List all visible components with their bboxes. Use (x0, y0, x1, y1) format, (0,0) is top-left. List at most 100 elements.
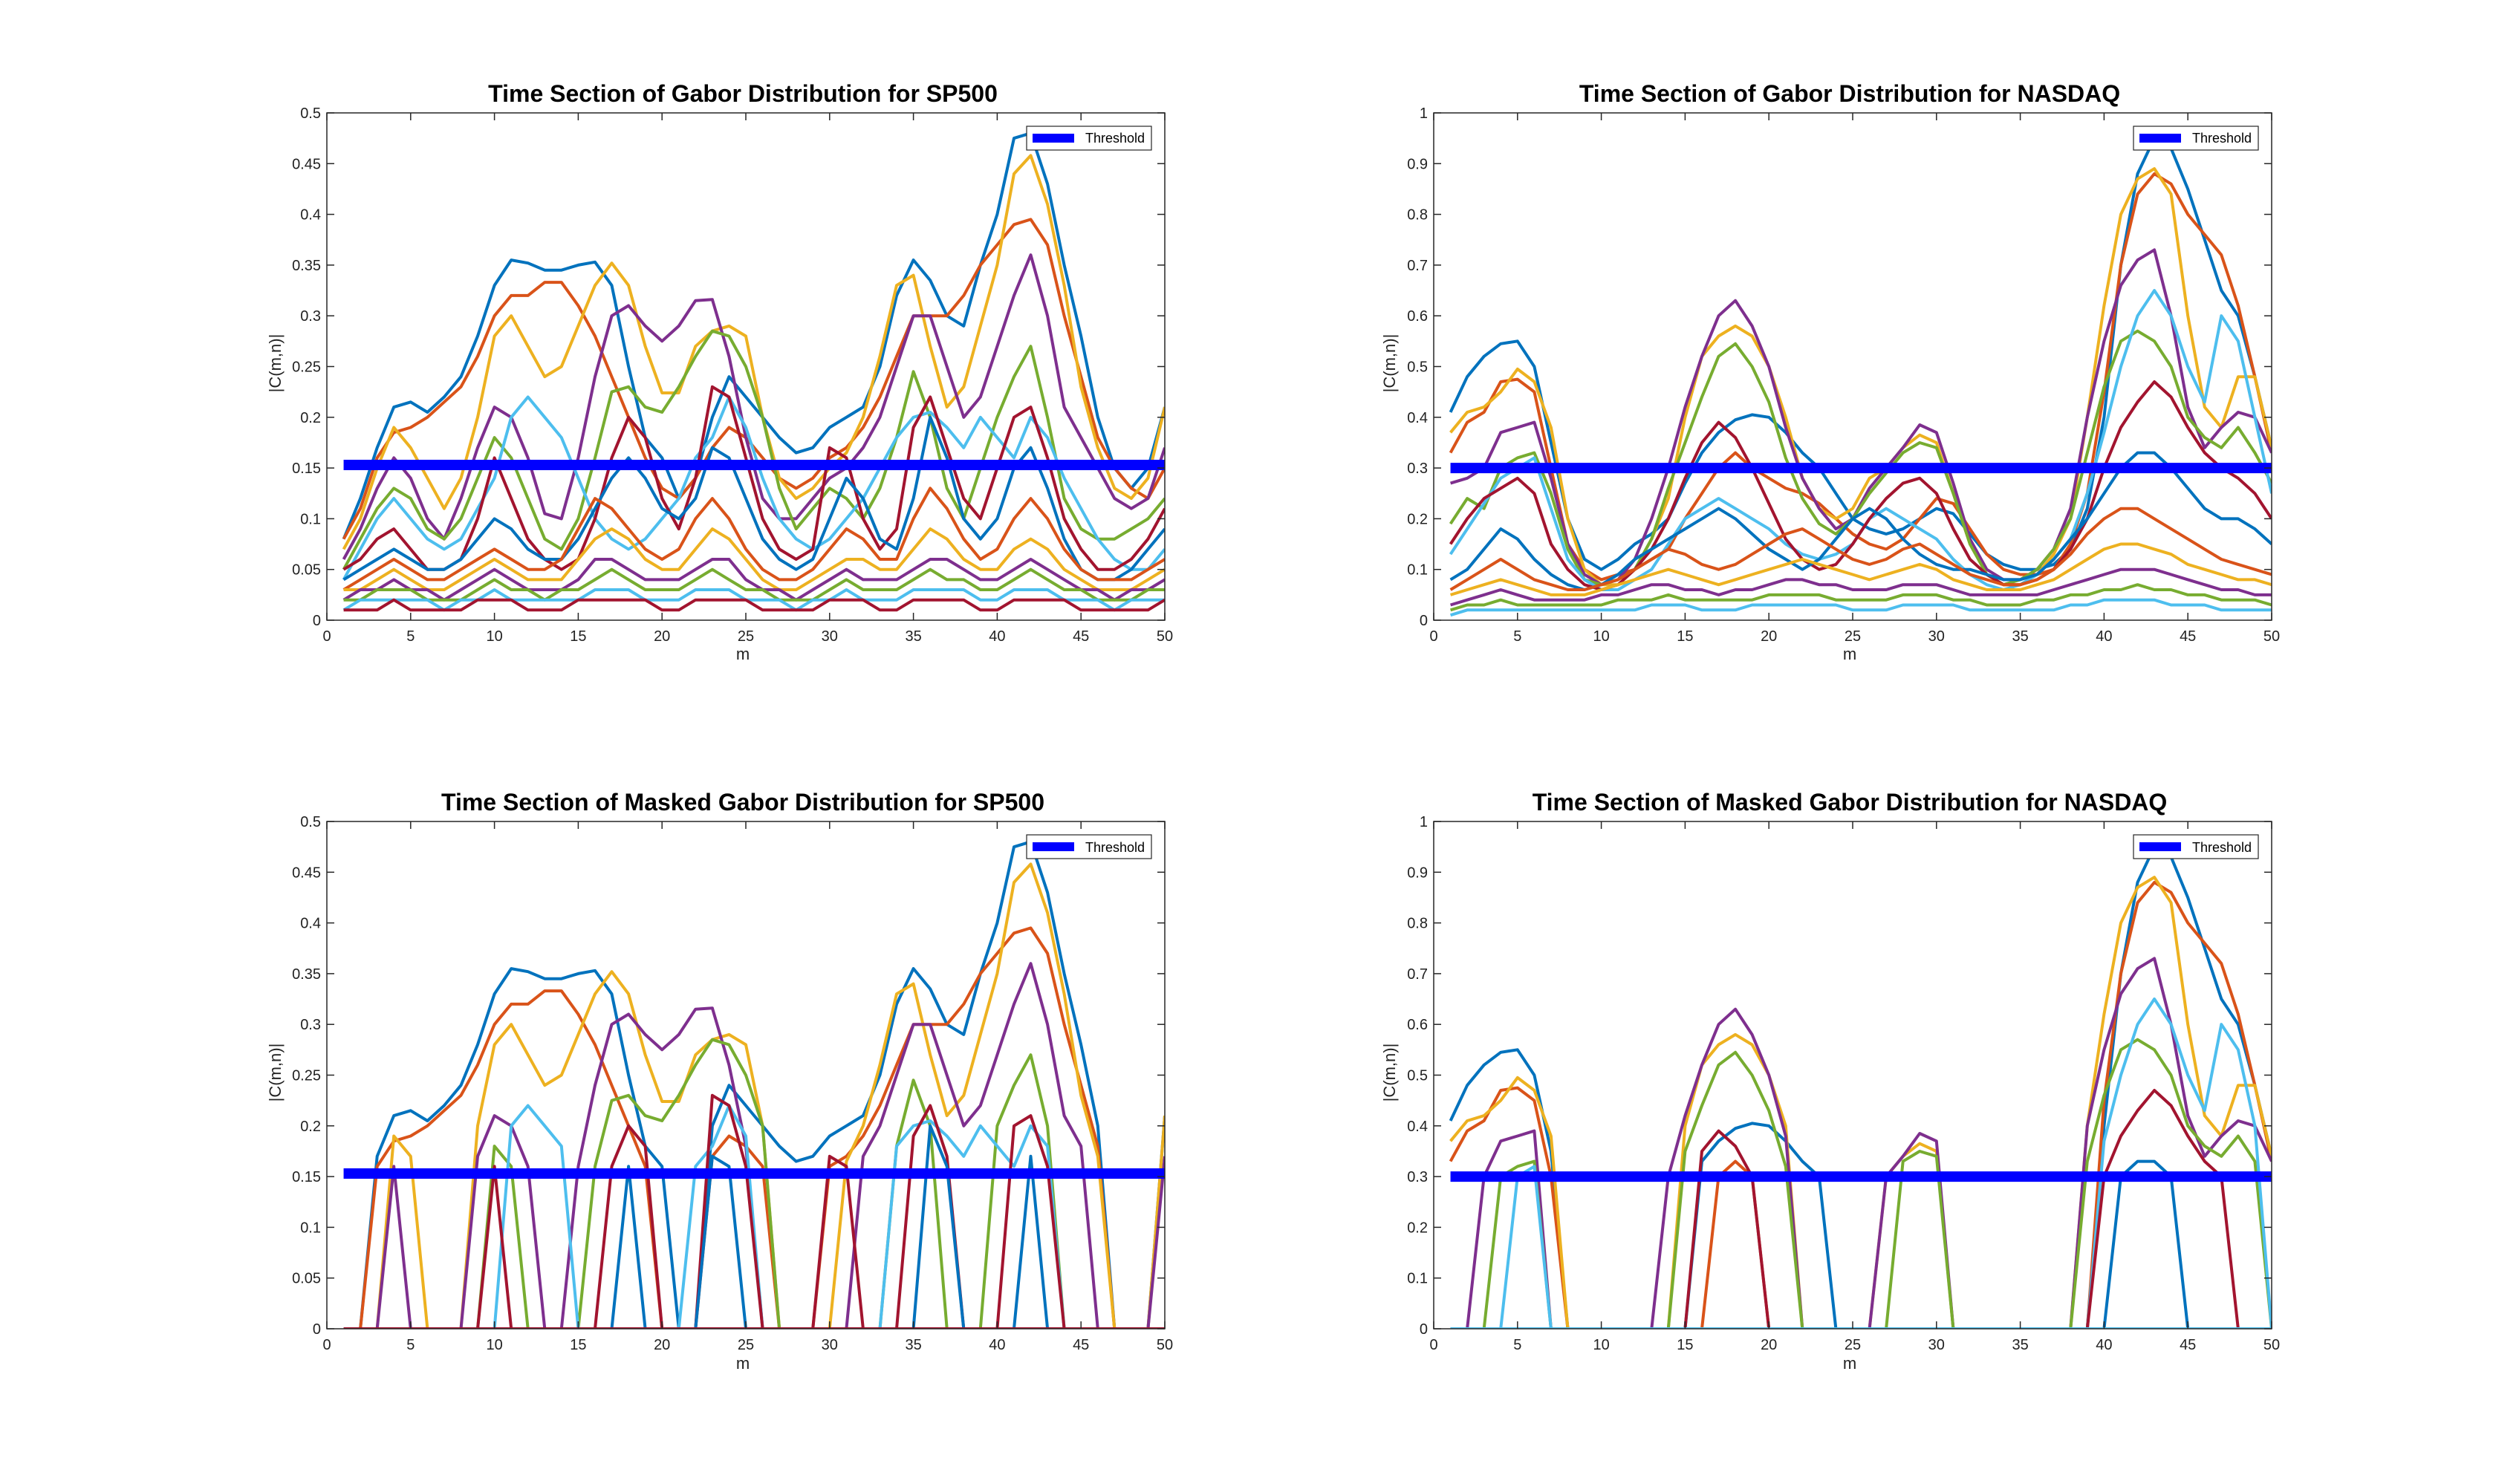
y-tick-label: 0.4 (1407, 1119, 1428, 1135)
y-tick-label: 0.4 (1407, 410, 1428, 426)
series-line (1449, 845, 2272, 1329)
chart-title: Time Section of Masked Gabor Distributio… (1533, 789, 2168, 816)
x-tick-label: 15 (1677, 628, 1693, 645)
x-tick-label: 50 (2263, 1337, 2280, 1353)
series-line (343, 862, 1165, 1329)
y-axis-label: |C(m,n)| (1380, 334, 1399, 393)
series-line (1450, 598, 2272, 617)
x-tick-label: 50 (1157, 1337, 1173, 1353)
series-line (342, 329, 1165, 570)
y-tick-label: 0.3 (300, 1017, 321, 1033)
x-tick-label: 10 (1593, 1337, 1609, 1353)
x-tick-label: 10 (486, 628, 502, 645)
x-tick-label: 25 (738, 628, 754, 645)
x-tick-label: 35 (905, 1337, 921, 1353)
y-tick-label: 0.4 (300, 916, 321, 932)
x-tick-label: 40 (989, 628, 1005, 645)
y-tick-label: 0.1 (1407, 1271, 1428, 1287)
series-line (343, 598, 1165, 612)
subplot-sp500: Time Section of Gabor Distribution for S… (266, 80, 1173, 663)
y-tick-label: 0.9 (1407, 156, 1428, 172)
subplot-nasdaq: Time Section of Gabor Distribution for N… (1380, 80, 2280, 663)
x-tick-label: 25 (1845, 1337, 1861, 1353)
y-tick-label: 0.8 (1407, 207, 1428, 224)
x-tick-label: 35 (905, 628, 921, 645)
x-tick-label: 50 (1157, 628, 1173, 645)
series-line (1450, 957, 2272, 1329)
x-tick-label: 25 (738, 1337, 754, 1353)
y-tick-label: 0.1 (300, 511, 321, 527)
x-tick-label: 15 (570, 1337, 586, 1353)
x-axis-label: m (1843, 1354, 1856, 1373)
x-tick-label: 25 (1845, 628, 1861, 645)
y-tick-label: 0.05 (292, 562, 321, 579)
y-tick-label: 0.25 (292, 1068, 321, 1084)
y-tick-label: 0.2 (300, 1119, 321, 1135)
series-line (342, 154, 1165, 550)
y-tick-label: 0.2 (300, 410, 321, 426)
y-tick-label: 0 (313, 1321, 321, 1338)
y-tick-label: 0.7 (1407, 258, 1428, 274)
series-line (1450, 998, 2272, 1329)
y-tick-label: 0.5 (300, 105, 321, 122)
series-line (1449, 507, 2272, 591)
y-tick-label: 0.3 (300, 308, 321, 325)
x-tick-label: 35 (2012, 1337, 2028, 1353)
series-line (342, 558, 1165, 602)
series-line (343, 527, 1165, 591)
series-line (1449, 137, 2272, 571)
x-tick-label: 15 (570, 628, 586, 645)
series-line (343, 926, 1165, 1329)
x-tick-label: 45 (2180, 628, 2196, 645)
series-line (1449, 167, 2272, 587)
x-tick-label: 30 (1928, 628, 1945, 645)
series-line (1450, 1038, 2272, 1329)
chart-title: Time Section of Gabor Distribution for N… (1579, 80, 2120, 107)
x-tick-label: 30 (1928, 1337, 1945, 1353)
legend-label: Threshold (1085, 131, 1145, 146)
y-tick-label: 0.8 (1407, 916, 1428, 932)
y-tick-label: 0.15 (292, 461, 321, 477)
series-line (342, 588, 1165, 612)
x-axis-label: m (736, 1354, 750, 1373)
x-tick-label: 0 (322, 628, 331, 645)
chart-title: Time Section of Gabor Distribution for S… (488, 80, 998, 107)
x-tick-label: 45 (2180, 1337, 2196, 1353)
y-tick-label: 0.3 (1407, 1169, 1428, 1185)
y-tick-label: 0.15 (292, 1169, 321, 1185)
x-tick-label: 45 (1073, 1337, 1089, 1353)
data-lines (342, 131, 1165, 612)
x-tick-label: 50 (2263, 628, 2280, 645)
y-tick-label: 1 (1420, 105, 1428, 122)
y-axis-label: |C(m,n)| (266, 1044, 285, 1102)
y-tick-label: 0.45 (292, 156, 321, 172)
x-axis-label: m (736, 645, 750, 663)
y-tick-label: 0.5 (1407, 359, 1428, 376)
x-tick-label: 20 (654, 628, 670, 645)
series-line (1450, 1089, 2272, 1329)
series-line (342, 415, 1165, 582)
series-line (342, 385, 1165, 571)
x-tick-label: 20 (1761, 1337, 1777, 1353)
y-tick-label: 0.35 (292, 258, 321, 274)
series-line (1449, 380, 2272, 591)
legend-label: Threshold (2192, 131, 2252, 146)
y-tick-label: 0 (313, 613, 321, 629)
series-line (343, 567, 1165, 602)
x-tick-label: 35 (2012, 628, 2028, 645)
series-line (342, 218, 1165, 540)
x-tick-label: 10 (486, 1337, 502, 1353)
y-tick-label: 1 (1420, 814, 1428, 830)
x-tick-label: 30 (822, 628, 838, 645)
subplot-masked-sp500: Time Section of Masked Gabor Distributio… (266, 789, 1173, 1373)
y-tick-label: 0.35 (292, 966, 321, 983)
x-tick-label: 40 (2096, 1337, 2112, 1353)
x-axis-label: m (1843, 645, 1856, 663)
x-tick-label: 45 (1073, 628, 1089, 645)
series-line (1450, 542, 2272, 596)
y-tick-label: 0.2 (1407, 1220, 1428, 1236)
chart-title: Time Section of Masked Gabor Distributio… (441, 789, 1044, 816)
legend-label: Threshold (1085, 840, 1145, 855)
y-tick-label: 0.1 (300, 1220, 321, 1236)
